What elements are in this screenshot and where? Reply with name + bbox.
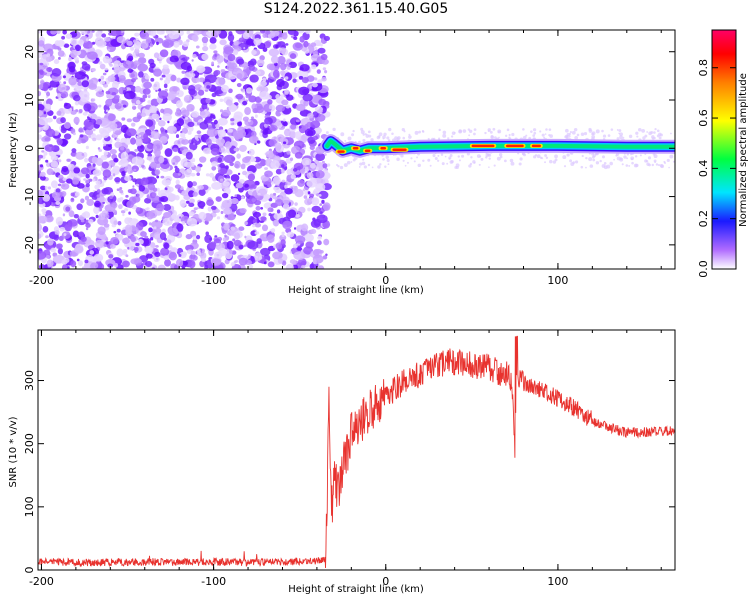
snr-y-label: SNR (10 * v/v) (8, 416, 19, 487)
chart-title: S124.2022.361.15.40.G05 (264, 1, 449, 17)
colorbar-tick-label: 0.8 (697, 59, 710, 77)
colorbar: 0.0 0.2 0.4 0.6 0.8 Normalized spectral ampl… (697, 29, 749, 278)
snr-x-tick-label: 100 (547, 575, 568, 588)
spectrogram-frame (37, 29, 676, 270)
snr-y-tick-label: 300 (23, 370, 36, 391)
colorbar-gradient (711, 29, 737, 270)
spectrogram-y-tick-label: 10 (23, 93, 36, 107)
snr-series-line (38, 335, 675, 569)
snr-y-tick-label: 0 (23, 567, 36, 574)
spectrogram-y-label: Frequency (Hz) (8, 112, 19, 188)
snr-panel: -200 -100 0 100 0 100 200 300 Height of straigh… (8, 329, 676, 595)
spectrogram-x-tick-label: -200 (29, 274, 54, 287)
snr-frame (37, 329, 676, 571)
snr-x-tick-label: 0 (382, 575, 389, 588)
signal-band-3 (325, 139, 675, 153)
spectrogram-x-tick-label: -100 (201, 274, 226, 287)
colorbar-label: Normalized spectral amplitude (738, 73, 749, 227)
spectrogram-x-label: Height of straight line (km) (288, 285, 424, 296)
colorbar-tick-label: 0.0 (697, 260, 710, 278)
spectrogram-y-tick-label: -10 (23, 188, 36, 206)
spectrogram-y-tick-label: 0 (23, 145, 36, 152)
snr-y-tick-label: 100 (23, 496, 36, 517)
colorbar-tick-label: 0.4 (697, 160, 710, 178)
spectrogram-x-tick-label: 0 (382, 274, 389, 287)
colorbar-tick-label: 0.6 (697, 109, 710, 127)
snr-x-label: Height of straight line (km) (288, 584, 424, 595)
spectrogram-y-tick-label: 20 (23, 45, 36, 59)
spectrogram-y-tick-label: -20 (23, 236, 36, 254)
spectrogram-x-tick-label: 100 (547, 274, 568, 287)
snr-x-tick-label: -200 (29, 575, 54, 588)
snr-x-tick-label: -100 (201, 575, 226, 588)
colorbar-tick-label: 0.2 (697, 210, 710, 228)
snr-y-tick-label: 200 (23, 433, 36, 454)
